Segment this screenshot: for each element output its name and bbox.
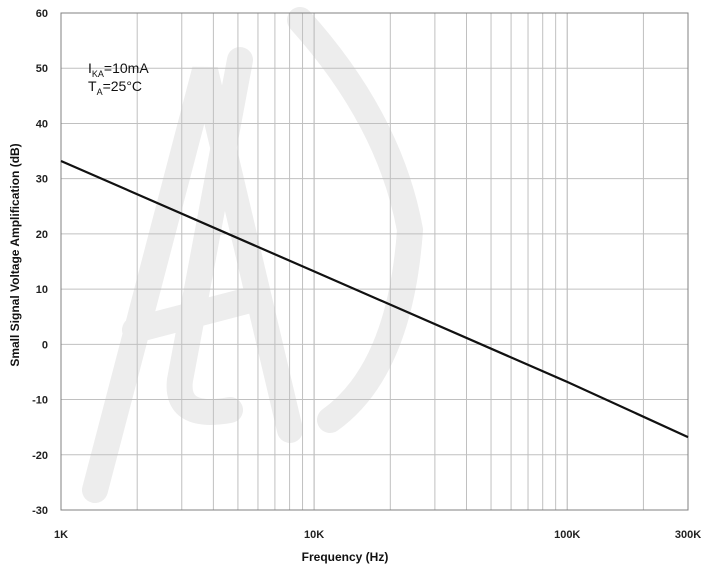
y-tick-label: 20 [36, 229, 48, 241]
conditions-annotation: IKA=10mA TA=25°C [88, 60, 149, 97]
ika-annotation: IKA=10mA [88, 60, 149, 79]
x-tick-label: 300K [675, 529, 701, 541]
x-tick-label: 1K [54, 529, 68, 541]
x-axis-title: Frequency (Hz) [302, 550, 389, 564]
y-axis-title: Small Signal Voltage Amplification (dB) [8, 143, 22, 366]
y-tick-label: 50 [36, 63, 48, 75]
ta-annotation: TA=25°C [88, 78, 142, 97]
y-tick-label: -10 [32, 395, 48, 407]
plot-frame [60, 12, 689, 511]
series-line [60, 159, 689, 439]
y-tick-label: -30 [32, 505, 48, 517]
x-tick-label: 10K [304, 529, 324, 541]
series-layer [60, 159, 689, 439]
y-tick-label: 60 [36, 8, 48, 20]
y-tick-label: 40 [36, 118, 48, 130]
x-tick-label: 100K [554, 529, 580, 541]
y-tick-labels: 60 50 40 30 20 10 0 -10 -20 -30 [32, 8, 48, 517]
y-tick-label: -20 [32, 450, 48, 462]
watermark-letter-j [287, 7, 424, 433]
watermark [82, 7, 424, 503]
y-tick-label: 10 [36, 284, 48, 296]
y-tick-label: 30 [36, 174, 48, 186]
x-tick-labels: 1K 10K 100K 300K [54, 529, 701, 541]
y-tick-label: 0 [42, 339, 48, 351]
grid [61, 13, 688, 510]
watermark-letter-l [166, 47, 253, 425]
